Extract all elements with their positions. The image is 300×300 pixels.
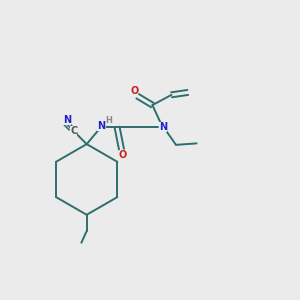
Text: N: N bbox=[63, 115, 71, 125]
Text: N: N bbox=[98, 121, 106, 131]
Text: O: O bbox=[119, 150, 127, 160]
Text: O: O bbox=[130, 86, 138, 96]
Text: N: N bbox=[159, 122, 167, 132]
Text: H: H bbox=[106, 116, 112, 125]
Text: C: C bbox=[70, 126, 77, 136]
